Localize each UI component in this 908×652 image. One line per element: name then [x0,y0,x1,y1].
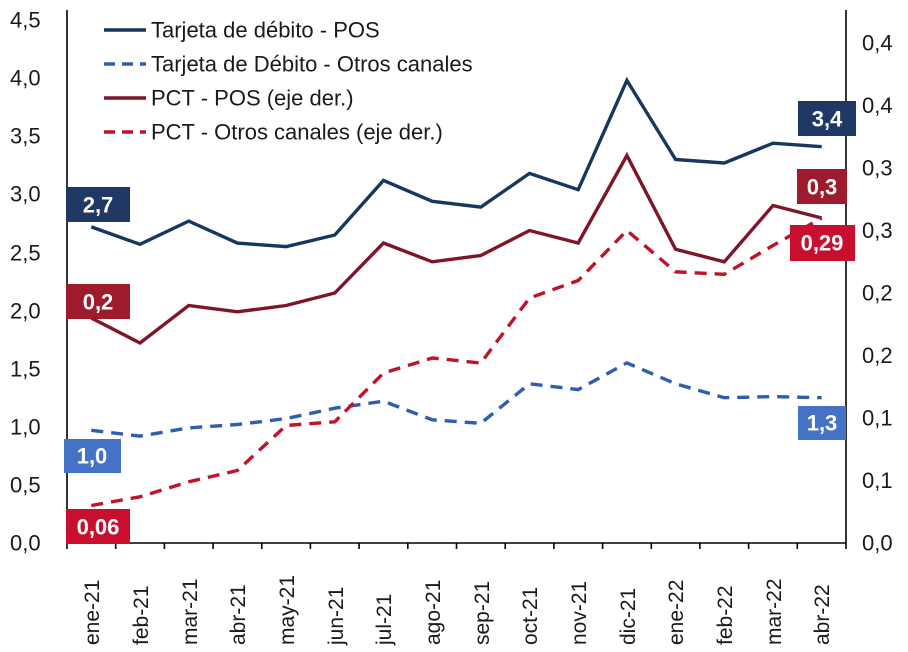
data-label-otros-canales-last: 1,3 [798,406,846,440]
left-tick-label: 4,5 [10,8,41,33]
right-tick-label: 0,3 [862,156,893,181]
right-tick-label: 0,3 [862,218,893,243]
left-tick-label: 0,0 [10,531,41,556]
x-label: ene-22 [665,580,688,645]
x-label: jul-21 [373,594,396,646]
data-label-box [798,406,846,440]
left-tick-label: 0,5 [10,473,41,498]
data-label-box [798,101,856,136]
left-tick-label: 3,0 [10,182,41,207]
series-line-pct-otros-canales [91,216,823,508]
x-label: ago-21 [422,580,445,645]
series-line-debito-pos [90,76,822,249]
x-axis-labels: ene-21 feb-21 mar-21 abr-21 may-21 jun-2… [81,575,834,646]
legend-item-debito-pos: Tarjeta de débito - POS [104,18,380,43]
x-label: sep-21 [471,581,494,645]
data-label-box [64,439,121,473]
x-label: oct-21 [519,587,542,645]
legend-label: PCT - Otros canales (eje der.) [151,120,443,145]
x-label: jun-21 [325,587,348,646]
data-label-debito-pos-last: 3,4 [798,101,856,136]
data-label-text: 3,4 [812,107,843,132]
x-axis-ticks [66,543,847,549]
legend-label: PCT - POS (eje der.) [151,86,354,111]
data-label-pct-pos-first: 0,2 [66,284,130,319]
data-label-box [66,509,130,544]
x-label: feb-21 [130,585,153,645]
data-label-box [797,169,847,204]
data-label-text: 0,06 [77,515,120,540]
legend-item-pct-pos: PCT - POS (eje der.) [104,86,354,111]
data-label-box [66,187,130,222]
y-axis-left-labels: 4,5 4,0 3,5 3,0 2,5 2,0 1,5 1,0 0,5 0,0 [10,8,41,556]
right-tick-label: 0,2 [862,281,893,306]
left-tick-label: 1,0 [10,415,41,440]
data-label-box [66,284,130,319]
data-label-text: 2,7 [83,193,114,218]
x-label: ene-21 [81,580,104,645]
x-label: may-21 [276,575,299,645]
x-label: mar-22 [763,578,786,645]
data-label-debito-pos-first: 2,7 [66,187,130,222]
right-tick-label: 0,4 [862,31,893,56]
data-label-text: 1,3 [807,411,838,436]
x-label: feb-22 [714,585,737,645]
right-tick-label: 0,1 [862,406,893,431]
series-line-debito-otros-canales [91,361,822,438]
data-label-pct-otros-last: 0,29 [790,225,855,261]
right-tick-label: 0,0 [862,531,893,556]
y-axis-right-labels: 0,4 0,4 0,3 0,3 0,2 0,2 0,1 0,1 0,0 [862,31,893,556]
data-label-text: 0,29 [801,231,844,256]
left-tick-label: 2,0 [10,299,41,324]
legend-label: Tarjeta de débito - POS [151,18,380,43]
legend: Tarjeta de débito - POS Tarjeta de Débit… [104,18,473,145]
x-label: dic-21 [617,588,640,645]
x-label: nov-21 [568,581,591,645]
left-tick-label: 3,5 [10,124,41,149]
left-tick-label: 1,5 [10,357,41,382]
data-label-text: 1,0 [77,444,108,469]
data-label-pct-otros-first: 0,06 [66,509,130,544]
series-line-pct-pos [90,151,823,346]
left-tick-label: 4,0 [10,66,41,91]
data-label-box [790,225,855,261]
right-tick-label: 0,4 [862,93,893,118]
x-label: abr-22 [811,584,834,645]
data-label-text: 0,3 [807,175,838,200]
data-label-otros-canales-first: 1,0 [64,439,121,473]
right-tick-label: 0,1 [862,468,893,493]
series-lines [90,76,823,508]
x-label: mar-21 [179,578,202,645]
data-label-text: 0,2 [83,290,114,315]
data-label-pct-pos-last: 0,3 [797,169,847,204]
legend-label: Tarjeta de Débito - Otros canales [151,52,473,77]
legend-item-pct-otros: PCT - Otros canales (eje der.) [104,120,443,145]
legend-item-debito-otros: Tarjeta de Débito - Otros canales [104,52,473,77]
right-tick-label: 0,2 [862,343,893,368]
data-labels: 2,7 3,4 1,0 1,3 0,2 0,3 0,06 0,29 [64,101,856,544]
x-label: abr-21 [227,584,250,645]
left-tick-label: 2,5 [10,241,41,266]
